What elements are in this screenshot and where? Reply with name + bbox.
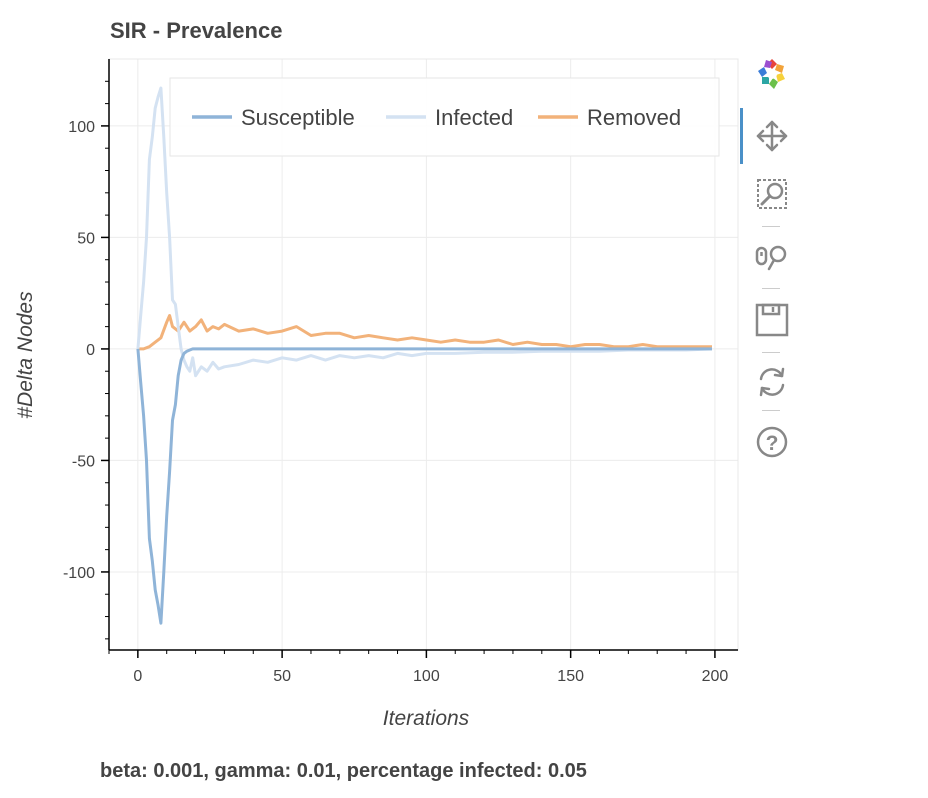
x-tick-label: 0 [133,668,142,685]
caption: beta: 0.001, gamma: 0.01, percentage inf… [100,760,587,782]
bokeh-logo-icon[interactable] [754,56,790,92]
legend-label-removed: Removed [587,105,681,130]
series-line-infected [136,86,713,378]
save-icon[interactable] [754,302,790,338]
help-icon[interactable]: ? [754,424,790,460]
x-tick-label: 50 [273,668,291,685]
toolbar-divider [762,288,780,289]
x-tick-label: 200 [702,668,729,685]
x-tick-label: 150 [557,668,584,685]
pan-icon[interactable] [754,118,790,154]
box-zoom-icon[interactable] [754,176,790,212]
y-tick-label: 0 [86,342,95,359]
y-tick-label: -100 [63,565,95,582]
legend-box [169,77,720,157]
y-tick-label: 50 [77,230,95,247]
series-lines [136,86,713,625]
y-tick-label: 100 [68,119,95,136]
y-tick-label: -50 [72,453,95,470]
svg-text:?: ? [766,432,779,455]
reset-icon[interactable] [754,364,790,400]
x-axis-label: Iterations [383,707,470,730]
wheel-zoom-icon[interactable] [754,240,790,276]
chart-title: SIR - Prevalence [110,18,283,43]
y-axis-label: #Delta Nodes [14,291,37,419]
legend-label-susceptible: Susceptible [241,105,355,130]
legend-label-infected: Infected [435,105,513,130]
y-ticks: -100 -50 0 50 100 [63,80,109,640]
active-tool-indicator [740,108,743,164]
series-line-removed [137,314,712,351]
x-tick-label: 100 [413,668,440,685]
toolbar-divider [762,226,780,227]
x-ticks: 0 50 100 150 200 [108,650,729,685]
toolbar-divider [762,410,780,411]
legend: Susceptible Infected Removed [169,77,720,157]
toolbar-divider [762,352,780,353]
series-line-susceptible [136,347,712,625]
